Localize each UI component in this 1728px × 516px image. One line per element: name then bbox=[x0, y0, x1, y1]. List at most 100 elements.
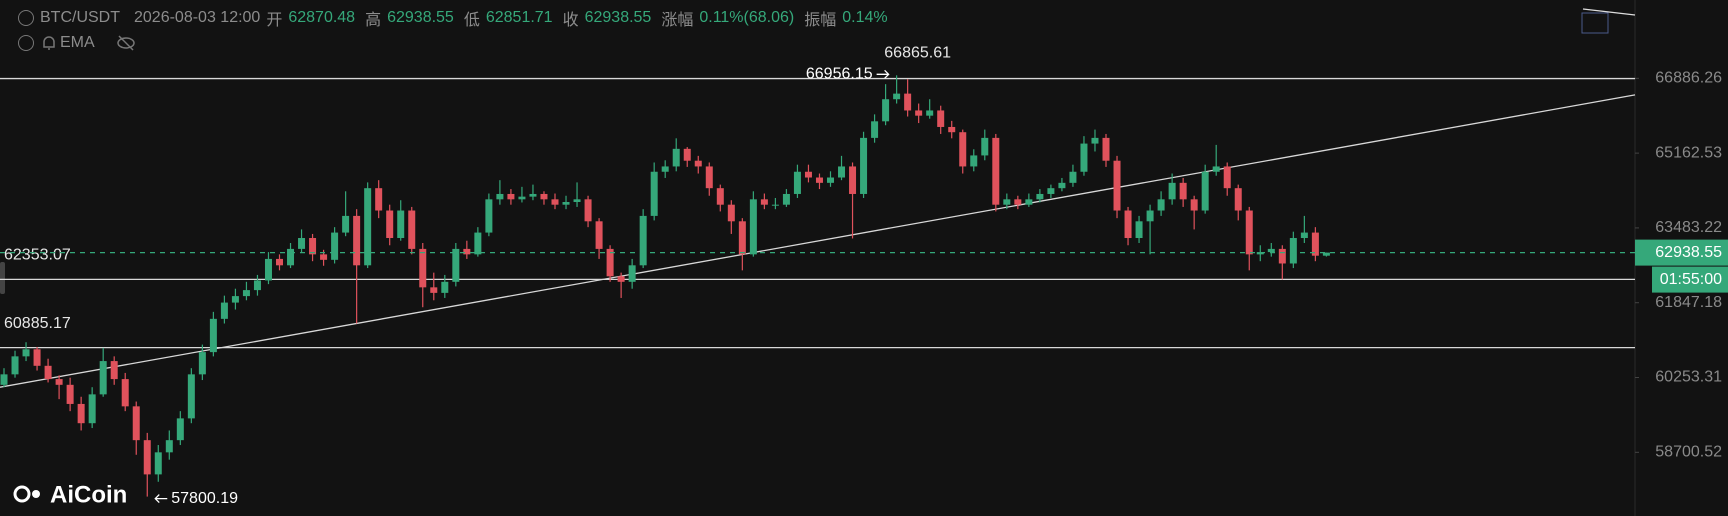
candle-body bbox=[452, 248, 460, 282]
candle-body bbox=[463, 248, 471, 255]
watermark: AiCoin bbox=[13, 481, 127, 508]
candle-body bbox=[793, 171, 801, 194]
alert-icon[interactable] bbox=[40, 34, 58, 52]
candle-body bbox=[99, 361, 107, 395]
candle-body bbox=[981, 137, 989, 156]
collapse-icon[interactable] bbox=[18, 35, 34, 51]
candle-body bbox=[375, 188, 383, 211]
candle-body bbox=[705, 166, 713, 189]
candle-body bbox=[132, 406, 140, 441]
candle-body bbox=[231, 296, 239, 303]
candle-body bbox=[1322, 252, 1330, 256]
candle-body bbox=[518, 196, 526, 200]
candle-body bbox=[1146, 210, 1154, 222]
candle-body bbox=[33, 349, 41, 366]
candle-body bbox=[44, 365, 52, 380]
candle-body bbox=[430, 287, 438, 293]
candle-body bbox=[1311, 232, 1319, 256]
candle-body bbox=[727, 204, 735, 222]
candle-body bbox=[937, 110, 945, 127]
label: 高 bbox=[365, 12, 382, 29]
y-tick-label: 65162.53 bbox=[1655, 144, 1722, 161]
arrow bbox=[876, 69, 890, 79]
candle-body bbox=[408, 210, 416, 249]
candle-body bbox=[1212, 166, 1220, 172]
price-tag bbox=[1635, 239, 1728, 266]
candle-body bbox=[397, 210, 405, 239]
candle-body bbox=[804, 171, 812, 178]
candle-body bbox=[353, 215, 361, 266]
collapse-icon[interactable] bbox=[18, 10, 34, 26]
candle-body bbox=[1267, 248, 1275, 253]
candle-body bbox=[882, 99, 890, 122]
candle-body bbox=[320, 254, 328, 260]
price-tag-label: 62938.55 bbox=[1655, 244, 1722, 261]
candle-body bbox=[0, 374, 8, 385]
y-tick-label: 63483.22 bbox=[1655, 219, 1722, 236]
candle-body bbox=[606, 248, 614, 277]
logo-text: AiCoin bbox=[50, 481, 127, 508]
candle-body bbox=[287, 248, 295, 266]
candle-body bbox=[309, 238, 317, 255]
candle-body bbox=[276, 258, 283, 266]
candle-body bbox=[474, 232, 482, 255]
indicator-row: EMA bbox=[0, 34, 137, 52]
candle-body bbox=[893, 93, 901, 100]
candle-body bbox=[507, 193, 515, 200]
candle-body bbox=[342, 215, 350, 233]
value: 62938.55 bbox=[387, 9, 454, 26]
countdown-label: 01:55:00 bbox=[1660, 271, 1722, 288]
y-tick-label: 60253.31 bbox=[1655, 369, 1722, 386]
label: 开 bbox=[266, 12, 283, 29]
candle-body bbox=[815, 177, 823, 183]
hide-icon[interactable] bbox=[115, 34, 137, 52]
value: 62851.71 bbox=[485, 9, 553, 26]
candle-body bbox=[926, 110, 934, 116]
y-tick-label: 58700.52 bbox=[1655, 444, 1722, 461]
candle-body bbox=[364, 188, 372, 266]
candle-body bbox=[1300, 232, 1308, 239]
candle-body bbox=[165, 440, 173, 453]
candle-body bbox=[1289, 238, 1297, 264]
candle-body bbox=[672, 148, 680, 167]
candle-body bbox=[871, 121, 879, 138]
logo-icon bbox=[13, 485, 31, 503]
line-label: 60885.17 bbox=[4, 315, 71, 332]
value: 0.11%(68.06) bbox=[699, 9, 795, 26]
candle-body bbox=[1113, 160, 1121, 211]
candle-body bbox=[154, 452, 162, 475]
candle-body bbox=[683, 148, 691, 161]
label: 涨幅 bbox=[661, 12, 694, 29]
candle-body bbox=[915, 110, 923, 116]
tool-icon[interactable] bbox=[1581, 12, 1609, 34]
candle-body bbox=[1201, 171, 1209, 211]
candle-body bbox=[970, 155, 978, 167]
logo-icon bbox=[32, 490, 40, 498]
value: 62870.48 bbox=[288, 9, 356, 26]
value: 62938.55 bbox=[584, 9, 652, 26]
candle-body bbox=[77, 403, 85, 424]
arrow bbox=[154, 494, 168, 504]
candle-body bbox=[66, 384, 74, 404]
y-tick-label: 61847.18 bbox=[1655, 294, 1722, 311]
candle-body bbox=[1014, 199, 1022, 205]
label: 收 bbox=[562, 12, 579, 29]
candle-body bbox=[771, 204, 779, 206]
candle-body bbox=[88, 394, 96, 424]
candle-body bbox=[782, 193, 790, 205]
candle-body bbox=[904, 93, 912, 111]
candle-body bbox=[540, 193, 548, 200]
candle-body bbox=[1091, 137, 1099, 144]
candle-body bbox=[1168, 182, 1176, 200]
candle-body bbox=[1124, 210, 1132, 239]
candle-body bbox=[551, 199, 559, 205]
candle-body bbox=[1190, 199, 1198, 211]
candle-body bbox=[529, 193, 537, 197]
candle-body bbox=[121, 379, 129, 407]
candle-body bbox=[639, 215, 647, 266]
candle-body bbox=[253, 280, 261, 291]
candle-body bbox=[298, 238, 306, 249]
y-tick-label: 66886.26 bbox=[1655, 70, 1722, 87]
candle-body bbox=[22, 349, 30, 357]
candle-body bbox=[176, 418, 184, 441]
